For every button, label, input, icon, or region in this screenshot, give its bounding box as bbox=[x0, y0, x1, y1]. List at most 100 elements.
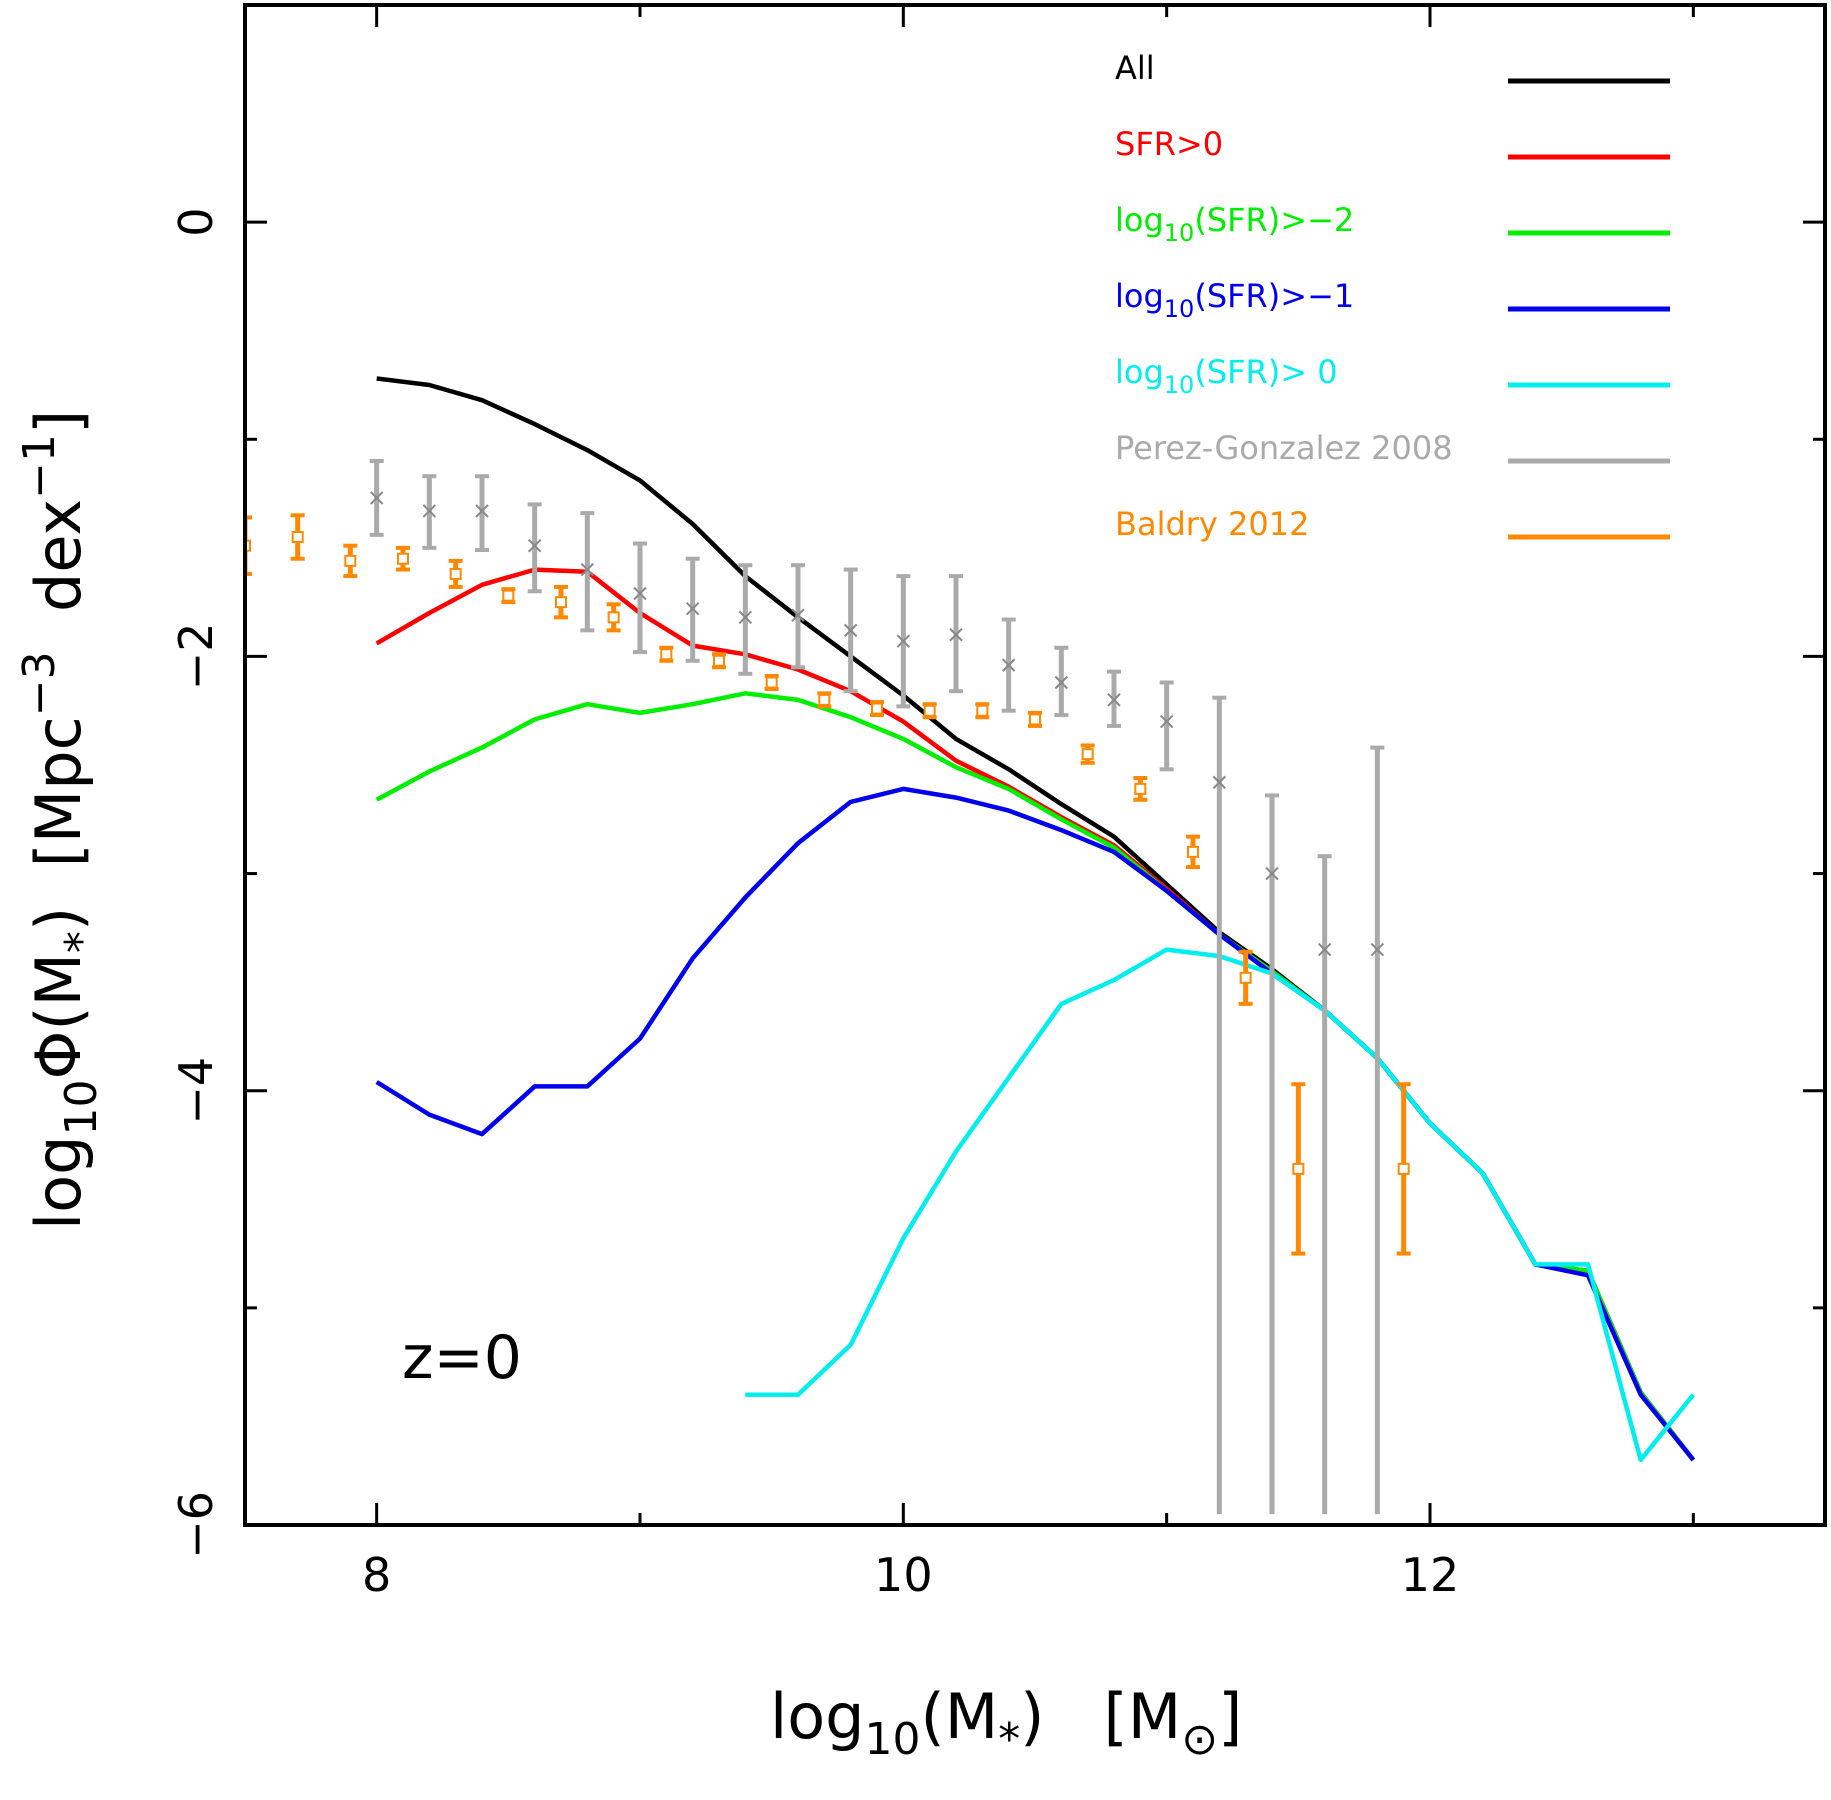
square-marker bbox=[397, 552, 409, 565]
legend-item: Perez-Gonzalez 2008 bbox=[1115, 429, 1670, 467]
baldry-point bbox=[1238, 949, 1253, 1006]
square-marker bbox=[1187, 845, 1199, 858]
legend-item: All bbox=[1115, 49, 1670, 87]
square-marker bbox=[1081, 748, 1094, 761]
legend-item: log10(SFR)>−1 bbox=[1115, 277, 1670, 323]
perez-gonzalez-point bbox=[1054, 645, 1069, 718]
perez-gonzalez-point bbox=[422, 474, 437, 550]
legend-label: log10(SFR)> 0 bbox=[1115, 353, 1338, 399]
x-axis-title-base: log bbox=[770, 1680, 865, 1753]
baldry-point bbox=[1028, 710, 1042, 728]
square-marker bbox=[976, 704, 989, 717]
x-marker bbox=[527, 538, 542, 553]
baldry-point bbox=[764, 673, 779, 691]
square-marker bbox=[818, 693, 831, 706]
x-marker bbox=[1107, 693, 1121, 707]
perez-gonzalez-point bbox=[475, 474, 489, 553]
x-marker bbox=[1001, 658, 1016, 672]
baldry-point bbox=[817, 691, 832, 709]
perez-gonzalez-point bbox=[896, 574, 911, 709]
x-tick-label: 12 bbox=[1401, 1548, 1460, 1602]
baldry-point bbox=[343, 543, 358, 579]
square-marker bbox=[291, 531, 304, 543]
square-marker bbox=[607, 611, 620, 624]
x-marker bbox=[1370, 942, 1385, 957]
tick-layer: 8 10 12 −6 −4 −2 0 bbox=[169, 3, 1825, 1602]
y-axis-title-sub2: * bbox=[56, 931, 107, 953]
x-marker bbox=[949, 628, 963, 642]
x-marker bbox=[1265, 866, 1279, 881]
z-annotation: z=0 bbox=[402, 1323, 522, 1393]
square-marker bbox=[923, 704, 936, 717]
x-marker bbox=[1212, 775, 1227, 790]
square-marker bbox=[555, 596, 567, 609]
square-marker bbox=[1134, 782, 1147, 795]
square-marker bbox=[765, 676, 778, 689]
square-marker bbox=[344, 554, 357, 567]
x-axis-title-close: ] bbox=[1218, 1680, 1242, 1753]
square-marker bbox=[502, 589, 515, 602]
x-marker bbox=[422, 504, 437, 518]
perez-gonzalez-point bbox=[791, 563, 805, 670]
baldry-point bbox=[554, 584, 568, 620]
square-marker bbox=[871, 702, 883, 715]
legend: All SFR>0 log10(SFR)>−2 log10(SFR)>−1 log10(… bbox=[1115, 49, 1670, 543]
legend-label: log10(SFR)>−2 bbox=[1115, 201, 1354, 247]
x-tick-label: 8 bbox=[362, 1548, 391, 1602]
perez-gonzalez-point bbox=[369, 459, 384, 537]
x-axis-title-sub: 10 bbox=[865, 1714, 921, 1765]
perez-gonzalez-point bbox=[527, 502, 542, 594]
legend-item: log10(SFR)> 0 bbox=[1115, 353, 1670, 399]
perez-gonzalez-point bbox=[1001, 617, 1016, 713]
baldry-point bbox=[396, 545, 410, 572]
x-axis-title-symbol: ⊙ bbox=[1181, 1714, 1218, 1765]
baldry-point bbox=[1291, 1082, 1306, 1256]
x-marker bbox=[580, 562, 595, 577]
baldry-point bbox=[1396, 1082, 1411, 1256]
baldry-point bbox=[712, 652, 726, 670]
legend-label: SFR>0 bbox=[1115, 125, 1223, 163]
x-axis-title-tail: ) [M bbox=[1020, 1680, 1181, 1753]
series-line-2 bbox=[375, 691, 1696, 1462]
x-marker bbox=[369, 491, 384, 505]
x-marker bbox=[1054, 675, 1069, 690]
series-layer bbox=[375, 376, 1696, 1463]
perez-gonzalez-point bbox=[685, 556, 700, 663]
x-axis-title-sub2: * bbox=[998, 1714, 1020, 1765]
baldry-point bbox=[448, 558, 463, 589]
baldry-point bbox=[1080, 743, 1095, 765]
perez-gonzalez-point bbox=[738, 563, 753, 676]
baldry-point bbox=[1186, 834, 1200, 870]
baldry-point bbox=[501, 587, 516, 605]
y-axis-title: log10Φ(M*) [Mpc−3 dex−1] bbox=[14, 410, 107, 1230]
legend-item: Baldry 2012 bbox=[1115, 505, 1670, 543]
y-axis-title-mid: ) [Mpc bbox=[22, 716, 95, 931]
square-marker bbox=[1292, 1162, 1305, 1175]
x-marker bbox=[738, 610, 753, 625]
perez-gonzalez-point bbox=[1370, 745, 1385, 1515]
perez-gonzalez-point bbox=[633, 541, 647, 655]
perez-gonzalez-point bbox=[1159, 680, 1174, 772]
y-axis-title-sup: −3 bbox=[14, 651, 65, 716]
legend-label: log10(SFR)>−1 bbox=[1115, 277, 1354, 323]
y-axis-title-mid2: dex bbox=[22, 499, 95, 652]
y-tick-label: −4 bbox=[169, 1057, 223, 1125]
x-marker bbox=[685, 601, 700, 616]
legend-item: SFR>0 bbox=[1115, 125, 1670, 163]
y-axis-title-sup2: −1 bbox=[14, 434, 65, 499]
legend-label: Baldry 2012 bbox=[1115, 505, 1309, 543]
perez-gonzalez-point bbox=[1265, 793, 1279, 1515]
x-marker bbox=[475, 504, 489, 518]
x-axis-title: log10(M*) [M⊙] bbox=[770, 1680, 1242, 1765]
square-marker bbox=[245, 539, 251, 552]
square-marker bbox=[1239, 971, 1252, 984]
series-line-3 bbox=[375, 786, 1696, 1462]
perez-gonzalez-point bbox=[1107, 669, 1121, 728]
y-tick-label: −6 bbox=[169, 1491, 223, 1559]
baldry-point bbox=[245, 515, 252, 576]
baldry-point bbox=[659, 645, 674, 663]
y-axis-title-base: log bbox=[22, 1135, 95, 1230]
baldry-point bbox=[870, 700, 884, 718]
square-marker bbox=[713, 654, 725, 667]
